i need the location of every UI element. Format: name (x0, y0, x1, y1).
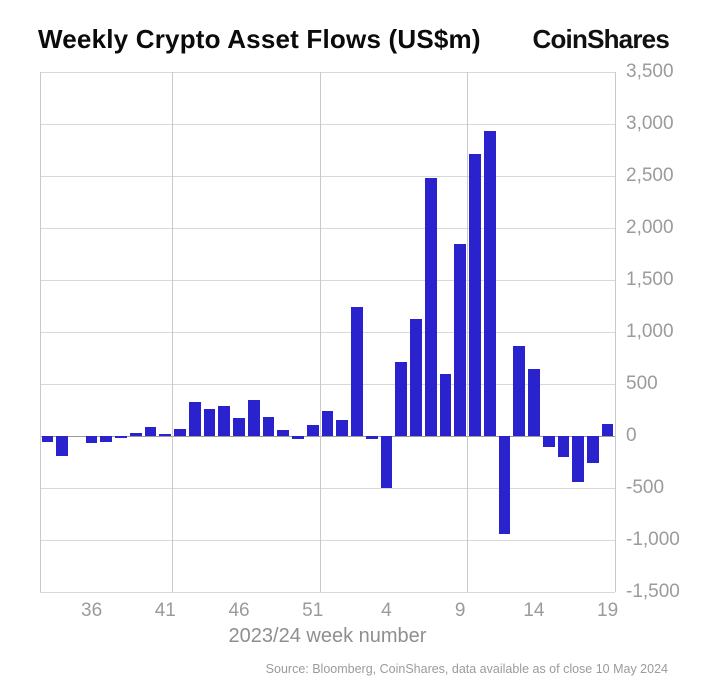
bar-week-33 (41, 436, 54, 442)
bar-week-51 (306, 425, 319, 436)
bar-week-49 (277, 430, 290, 436)
y-tick-label: -1,000 (626, 529, 680, 550)
bar-week-10 (469, 154, 481, 436)
gridline-h (40, 175, 615, 177)
bar-week-3 (365, 436, 378, 440)
y-tick-label: 1,500 (626, 269, 674, 290)
x-tick-label: 4 (381, 600, 392, 621)
x-tick-label: 51 (302, 600, 324, 621)
bar-week-14 (528, 369, 540, 436)
y-tick-label: 3,500 (626, 61, 674, 82)
bar-week-17 (572, 436, 584, 482)
bar-week-15 (542, 436, 555, 448)
bar-week-39 (129, 432, 142, 436)
bar-week-8 (439, 374, 452, 436)
gridline-v (614, 72, 616, 592)
x-tick-label: 46 (228, 600, 250, 621)
bar-week-5 (395, 362, 408, 436)
y-tick-label: 0 (626, 425, 637, 446)
bar-week-9 (454, 243, 467, 436)
page-title: Weekly Crypto Asset Flows (US$m) (38, 24, 481, 54)
y-tick-label: 1,000 (626, 321, 674, 342)
gridline-h (40, 383, 615, 385)
bar-week-40 (144, 426, 157, 436)
x-tick-label: 41 (154, 600, 176, 621)
y-tick-label: 500 (626, 373, 658, 394)
bar-week-18 (587, 436, 599, 463)
y-tick-label: -500 (626, 477, 665, 498)
bar-week-41 (159, 434, 172, 436)
gridline-h (40, 227, 615, 229)
y-tick-label: -1,500 (626, 581, 680, 602)
bar-week-4 (380, 436, 393, 488)
bar-week-43 (188, 401, 201, 436)
bar-week-47 (247, 400, 260, 436)
gridline-h (40, 279, 615, 281)
gridline-v (39, 72, 41, 592)
y-tick-label: 2,500 (626, 165, 674, 186)
coinshares-logo: CoinShares (532, 24, 670, 54)
x-tick-label: 36 (81, 600, 103, 621)
bar-week-19 (601, 423, 614, 436)
gridline-h (40, 487, 615, 489)
gridline-h (40, 591, 615, 593)
bar-week-16 (557, 436, 570, 457)
bar-week-1 (336, 419, 349, 436)
x-tick-label: 9 (454, 600, 466, 621)
gridline-v (319, 72, 321, 592)
x-tick-label: 14 (523, 600, 545, 621)
bar-week-37 (100, 436, 113, 442)
bar-week-7 (424, 178, 437, 436)
bar-week-45 (218, 405, 231, 436)
gridline-h (40, 123, 615, 125)
bar-week-52 (321, 411, 334, 436)
y-tick-label: 2,000 (626, 217, 674, 238)
gridline-h (40, 539, 615, 541)
bar-week-44 (203, 409, 216, 436)
gridline-v (467, 72, 469, 592)
y-tick-label: 3,000 (626, 113, 674, 134)
gridline-h (40, 331, 615, 333)
x-axis-title: 2023/24 week number (228, 625, 427, 647)
bar-week-48 (262, 416, 275, 436)
x-tick-label: 19 (597, 600, 619, 621)
gridline-v (172, 72, 174, 592)
bar-week-50 (292, 436, 304, 439)
bar-week-11 (483, 130, 496, 436)
bar-week-6 (410, 319, 422, 436)
bar-week-36 (85, 436, 98, 443)
zero-line (40, 435, 615, 437)
bar-week-13 (513, 345, 526, 436)
source-note: Source: Bloomberg, CoinShares, data avai… (265, 662, 668, 676)
gridline-h (40, 71, 615, 73)
bar-week-38 (115, 436, 127, 438)
bar-week-2 (351, 307, 363, 436)
bar-week-34 (56, 436, 68, 456)
bar-week-46 (233, 417, 245, 436)
bar-week-42 (174, 428, 186, 436)
bar-week-12 (498, 436, 511, 535)
